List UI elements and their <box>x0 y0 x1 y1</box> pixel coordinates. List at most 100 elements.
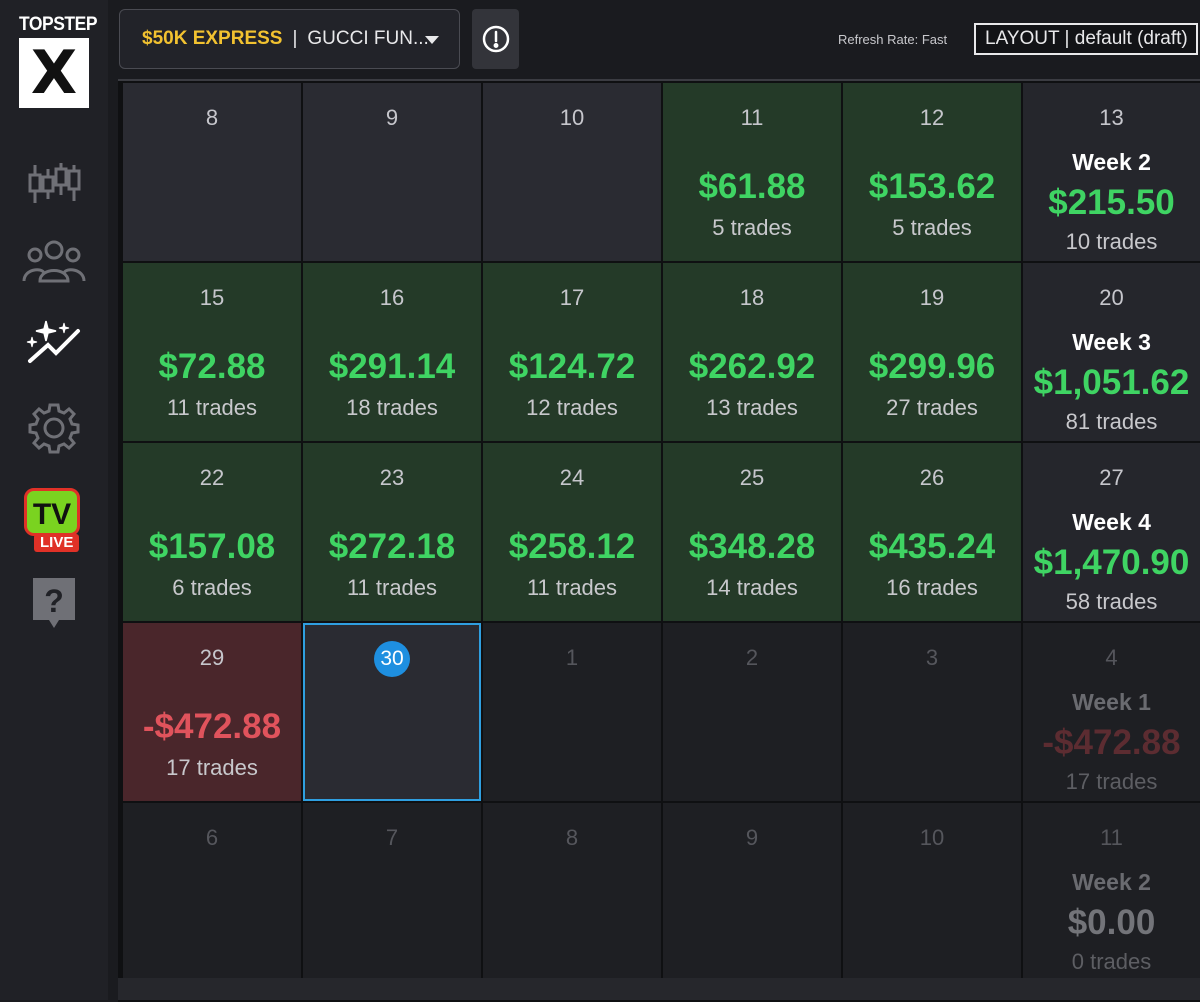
day-cell[interactable]: 10 <box>483 83 661 261</box>
trade-count: 81 trades <box>1065 409 1158 434</box>
pnl-value: $215.50 <box>1048 183 1175 222</box>
trade-count: 5 trades <box>712 215 792 240</box>
day-number: 13 <box>1099 105 1124 130</box>
day-number: 10 <box>559 105 585 130</box>
nav-item-community[interactable] <box>22 232 86 288</box>
trade-count: 10 trades <box>1065 229 1158 254</box>
trade-count: 27 trades <box>886 395 978 420</box>
pnl-value: $272.18 <box>328 527 456 566</box>
day-cell[interactable]: 9 <box>663 803 841 981</box>
day-number: 15 <box>199 285 225 310</box>
nav-item-performance[interactable] <box>22 314 86 370</box>
day-number: 29 <box>199 645 225 670</box>
day-cell[interactable]: 8 <box>123 83 301 261</box>
chevron-down-icon <box>425 36 439 44</box>
pnl-value: $72.88 <box>158 347 266 386</box>
day-cell[interactable]: 10 <box>843 803 1021 981</box>
day-number: 23 <box>379 465 405 490</box>
week-summary-cell[interactable]: 27 Week 4 $1,470.90 58 trades <box>1023 443 1200 621</box>
day-cell[interactable]: 24 $258.12 11 trades <box>483 443 661 621</box>
pnl-value: $1,470.90 <box>1033 543 1190 582</box>
day-cell[interactable]: 25 $348.28 14 trades <box>663 443 841 621</box>
day-number: 11 <box>1100 825 1123 850</box>
day-number: 8 <box>205 105 219 130</box>
today-day-number: 30 <box>374 641 410 677</box>
day-number: 25 <box>739 465 765 490</box>
day-cell[interactable]: 22 $157.08 6 trades <box>123 443 301 621</box>
account-selector[interactable]: $50K EXPRESS | GUCCI FUN... <box>119 9 460 69</box>
week-label: Week 2 <box>1072 149 1151 175</box>
day-number: 24 <box>559 465 585 490</box>
day-cell[interactable]: 29 -$472.88 17 trades <box>123 623 301 801</box>
day-cell[interactable]: 8 <box>483 803 661 981</box>
day-cell[interactable]: 6 <box>123 803 301 981</box>
tv-live-icon[interactable]: TV LIVE <box>24 488 84 554</box>
day-cell[interactable]: 23 $272.18 11 trades <box>303 443 481 621</box>
day-cell[interactable]: 17 $124.72 12 trades <box>483 263 661 441</box>
pnl-value: $299.96 <box>868 347 996 386</box>
day-cell[interactable]: 3 <box>843 623 1021 801</box>
trade-count: 18 trades <box>346 395 438 420</box>
day-number: 10 <box>919 825 945 850</box>
week-summary-cell[interactable]: 4 Week 1 -$472.88 17 trades <box>1023 623 1200 801</box>
day-cell[interactable]: 7 <box>303 803 481 981</box>
trade-count: 58 trades <box>1065 589 1158 614</box>
day-cell[interactable]: 2 <box>663 623 841 801</box>
day-cell[interactable]: 9 <box>303 83 481 261</box>
topstep-logo[interactable]: TOPSTEP X <box>19 14 98 108</box>
week-label: Week 3 <box>1072 329 1151 355</box>
pnl-value: $258.12 <box>508 527 636 566</box>
trade-count: 17 trades <box>166 755 258 780</box>
day-number: 11 <box>740 105 764 130</box>
pnl-value: $435.24 <box>868 527 996 566</box>
week-label: Week 2 <box>1072 869 1151 895</box>
users-group-icon <box>22 240 86 283</box>
nav-item-trading[interactable] <box>22 156 86 212</box>
week-label: Week 1 <box>1072 689 1151 715</box>
logo-mark: X <box>19 38 89 108</box>
day-cell[interactable]: 18 $262.92 13 trades <box>663 263 841 441</box>
pnl-calendar-grid: 8 9 10 11 $61.88 5 trades 12 $153.62 5 trades 13 W… <box>118 79 1200 1002</box>
tv-live-label: LIVE <box>34 534 80 552</box>
pnl-value: -$472.88 <box>1042 723 1181 762</box>
day-cell[interactable]: 12 $153.62 5 trades <box>843 83 1021 261</box>
layout-selector[interactable]: LAYOUT | default (draft) <box>974 23 1198 55</box>
day-cell[interactable]: 26 $435.24 16 trades <box>843 443 1021 621</box>
day-cell[interactable]: 1 <box>483 623 661 801</box>
alert-button[interactable] <box>472 9 519 69</box>
week-summary-cell[interactable]: 13 Week 2 $215.50 10 trades <box>1023 83 1200 261</box>
week-label: Week 4 <box>1072 509 1151 535</box>
tv-live-screen: TV <box>24 488 80 536</box>
day-number: 18 <box>739 285 765 310</box>
day-cell[interactable]: 19 $299.96 27 trades <box>843 263 1021 441</box>
day-cell[interactable]: 11 $61.88 5 trades <box>663 83 841 261</box>
day-number: 27 <box>1099 465 1124 490</box>
nav-item-help[interactable]: ? <box>22 576 86 632</box>
day-number: 3 <box>925 645 939 670</box>
day-number: 26 <box>919 465 945 490</box>
pnl-value: $348.28 <box>688 527 816 566</box>
day-cell[interactable]: 30 <box>303 623 481 801</box>
day-number: 2 <box>745 645 759 670</box>
trade-count: 16 trades <box>886 575 978 600</box>
week-summary-cell[interactable]: 20 Week 3 $1,051.62 81 trades <box>1023 263 1200 441</box>
day-cell[interactable]: 16 $291.14 18 trades <box>303 263 481 441</box>
day-number: 8 <box>565 825 579 850</box>
account-name: $50K EXPRESS <box>142 28 283 49</box>
refresh-rate-label[interactable]: Refresh Rate: Fast <box>838 32 948 47</box>
trade-count: 13 trades <box>706 395 798 420</box>
pnl-value: $262.92 <box>688 347 816 386</box>
day-number: 17 <box>559 285 585 310</box>
nav-item-settings[interactable] <box>22 400 86 456</box>
pnl-value: -$472.88 <box>142 707 282 746</box>
sidebar: TOPSTEP X TV LIVE <box>0 0 108 1000</box>
candlestick-chart-icon <box>28 163 81 203</box>
day-number: 1 <box>565 645 579 670</box>
week-summary-cell[interactable]: 11 Week 2 $0.00 0 trades <box>1023 803 1200 981</box>
day-number: 16 <box>379 285 405 310</box>
day-number: 7 <box>385 825 399 850</box>
trade-count: 5 trades <box>892 215 972 240</box>
trade-count: 0 trades <box>1071 949 1152 974</box>
day-cell[interactable]: 15 $72.88 11 trades <box>123 263 301 441</box>
day-number: 12 <box>919 105 945 130</box>
